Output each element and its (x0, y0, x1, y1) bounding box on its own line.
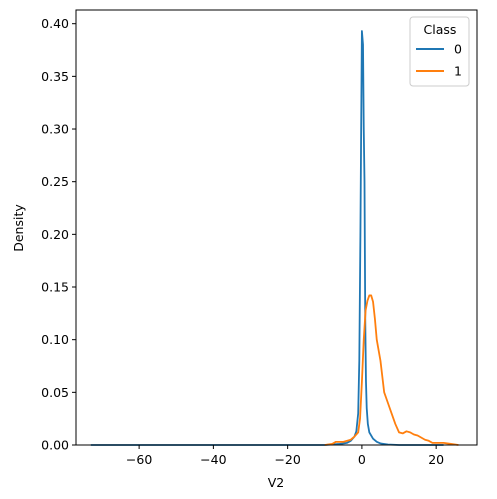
y-tick-label: 0.10 (41, 332, 69, 347)
y-tick-label: 0.05 (41, 385, 69, 400)
y-tick-label: 0.00 (41, 438, 69, 453)
legend-label-1: 1 (454, 64, 462, 79)
y-tick-label: 0.20 (41, 227, 69, 242)
x-tick-label: −20 (274, 452, 300, 467)
y-tick-label: 0.25 (41, 174, 69, 189)
x-tick-label: −60 (126, 452, 152, 467)
x-axis: −60 −40 −20 0 20 (126, 445, 444, 467)
y-tick-label: 0.35 (41, 69, 69, 84)
legend-title: Class (424, 22, 457, 37)
y-tick-label: 0.40 (41, 16, 69, 31)
series-line-1 (324, 294, 459, 446)
legend-label-0: 0 (454, 42, 462, 57)
legend-box (409, 16, 470, 87)
y-axis: 0.00 0.05 0.10 0.15 0.20 0.25 0.30 0.35 0.40 (41, 16, 76, 453)
x-tick-label: −40 (200, 452, 226, 467)
x-tick-label: 20 (428, 452, 444, 467)
y-tick-label: 0.30 (41, 122, 69, 137)
series-line-0 (90, 30, 444, 446)
y-tick-label: 0.15 (41, 280, 69, 295)
y-axis-label: Density (11, 204, 26, 252)
x-tick-label: 0 (358, 452, 366, 467)
series-layer (90, 30, 459, 446)
x-axis-label: V2 (268, 475, 285, 490)
legend: Class 0 1 (409, 16, 470, 87)
plot-frame (75, 9, 478, 446)
